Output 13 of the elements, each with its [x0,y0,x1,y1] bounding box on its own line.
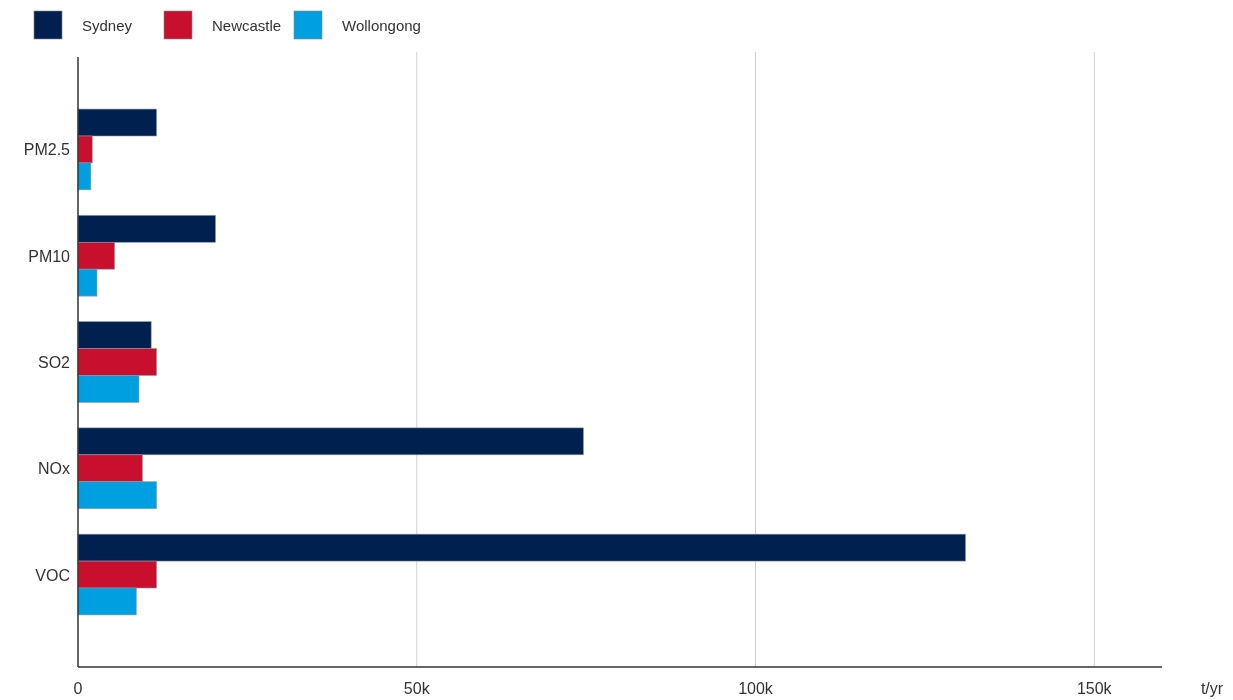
x-tick-label: 0 [73,680,83,697]
legend-label: Sydney [82,17,133,34]
y-tick-label: PM10 [28,247,71,265]
y-tick-label: PM2.5 [23,141,71,159]
y-tick-label: VOC [35,566,70,584]
y-tick-label: NOx [38,460,70,478]
x-tick-label: 50k [403,680,431,697]
legend-label: Wollongong [342,17,421,34]
y-tick-label: SO2 [37,354,71,371]
x-axis-title: t/yr [1200,680,1224,697]
x-tick-label: 100k [738,680,774,697]
x-tick-label: 150k [1076,680,1113,697]
legend-label: Newcastle [212,17,282,34]
